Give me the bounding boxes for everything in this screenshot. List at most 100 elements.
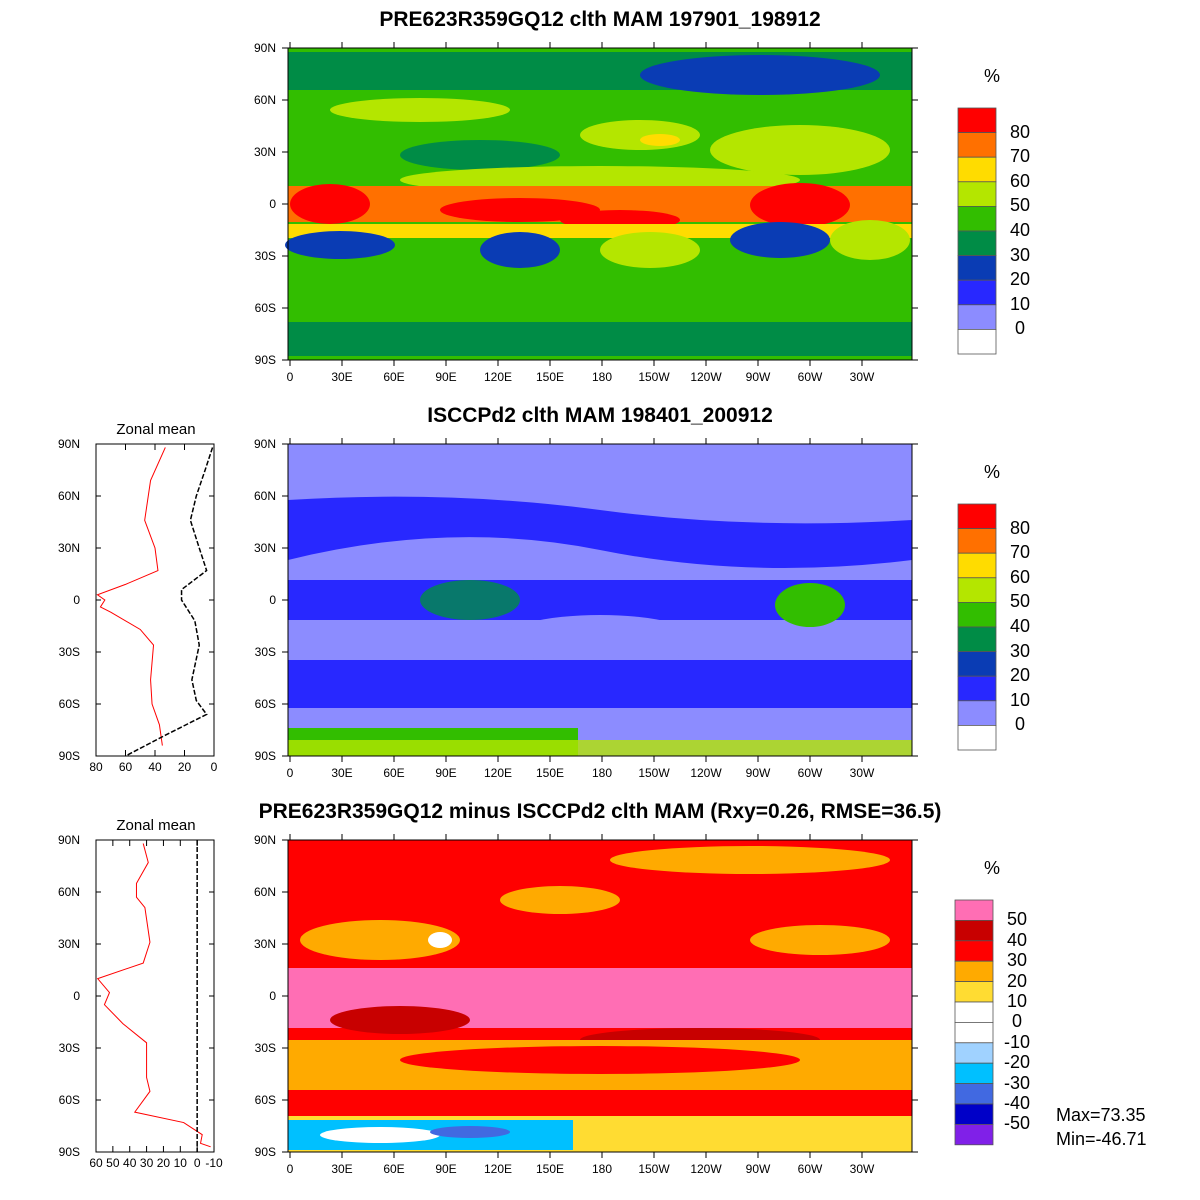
lon-label: 150W	[638, 370, 670, 384]
lon-label: 120W	[690, 766, 722, 780]
lat-label: 90N	[253, 833, 276, 847]
lon-label: 90E	[435, 370, 457, 384]
colorbar-swatch	[957, 132, 997, 158]
colorbar-label: 0	[1014, 318, 1025, 339]
lon-label: 30E	[331, 1162, 353, 1176]
lat-label: 90S	[58, 1145, 80, 1159]
lat-label: 30S	[254, 249, 276, 263]
lat-label: 30N	[253, 937, 276, 951]
lat-label: 0	[73, 989, 80, 1003]
lat-label: 60S	[254, 1093, 276, 1107]
lat-label: 0	[269, 989, 276, 1003]
colorbar-swatch	[954, 940, 994, 962]
lon-label: 180	[591, 1162, 613, 1176]
colorbar-label: 50	[1009, 195, 1031, 216]
colorbar-swatch	[957, 156, 997, 183]
colorbar-label: 10	[1009, 293, 1031, 314]
map-panel-3	[287, 839, 913, 1153]
zonal-mean-red-line	[96, 447, 166, 746]
lon-label: 150W	[638, 766, 670, 780]
lat-label: 90N	[57, 437, 80, 451]
units-label-1: %	[984, 66, 1001, 86]
panel-1-title: PRE623R359GQ12 clth MAM 197901_198912	[379, 8, 821, 31]
value-label: -10	[205, 1156, 223, 1170]
colorbar-label: 0	[1011, 1011, 1022, 1032]
colorbar-swatch	[954, 899, 994, 921]
lon-label: 60E	[383, 370, 405, 384]
max-value: Max=73.35	[1056, 1105, 1146, 1125]
lon-label: 60E	[383, 1162, 405, 1176]
colorbar-swatch	[954, 1042, 994, 1064]
colorbar-label: 40	[1006, 929, 1028, 950]
value-label: 40	[148, 760, 162, 774]
colorbar-swatch	[957, 181, 997, 207]
map-panel-1	[285, 47, 913, 361]
colorbar-label: 40	[1009, 220, 1031, 240]
units-label-2: %	[984, 462, 1001, 482]
lon-label: 90W	[745, 370, 771, 384]
lon-label: 60W	[797, 370, 823, 384]
colorbar-swatch	[957, 725, 997, 751]
value-label: 80	[89, 760, 103, 774]
lon-label: 30W	[849, 370, 875, 384]
lat-label: 90S	[254, 1145, 276, 1159]
colorbar-swatch	[954, 1103, 994, 1125]
lat-label: 30S	[58, 645, 80, 659]
colorbar-swatch	[957, 304, 997, 330]
colorbar-label: -40	[1003, 1093, 1030, 1113]
colorbar-label: 40	[1009, 616, 1031, 636]
lat-label: 60N	[57, 885, 80, 899]
zonal-mean-frame	[95, 443, 215, 757]
lat-label: 30S	[254, 1041, 276, 1055]
lat-label: 60S	[254, 697, 276, 711]
colorbar-label: 30	[1009, 640, 1031, 661]
lon-label: 90W	[745, 1162, 771, 1176]
lon-label: 90E	[435, 766, 457, 780]
lat-label: 60N	[253, 489, 276, 503]
colorbar-label: 20	[1009, 269, 1031, 290]
value-label: 40	[123, 1156, 137, 1170]
lat-label: 90N	[57, 833, 80, 847]
lat-label: 0	[269, 197, 276, 211]
colorbar-label: 20	[1006, 970, 1028, 991]
panel-2-title: ISCCPd2 clth MAM 198401_200912	[427, 404, 773, 427]
value-label: 0	[210, 760, 218, 774]
lat-label: 0	[269, 593, 276, 607]
colorbar-swatch	[954, 1083, 994, 1105]
colorbar-swatch	[954, 920, 994, 942]
lon-label: 180	[591, 370, 613, 384]
lon-label: 0	[286, 370, 294, 384]
colorbar-swatch	[957, 552, 997, 579]
colorbar-label: 70	[1009, 542, 1031, 563]
map-panel-2	[287, 443, 913, 757]
lat-label: 60N	[253, 93, 276, 107]
lat-label: 30N	[253, 145, 276, 159]
colorbar-swatch	[954, 960, 994, 983]
lat-label: 30S	[58, 1041, 80, 1055]
lat-label: 30S	[254, 645, 276, 659]
colorbar-swatch	[957, 675, 997, 702]
colorbar-label: 60	[1009, 566, 1031, 587]
lon-label: 0	[286, 766, 294, 780]
colorbar-swatch	[957, 651, 997, 677]
colorbar-label: 70	[1009, 146, 1031, 167]
lat-label: 90N	[253, 437, 276, 451]
lon-label: 150W	[638, 1162, 670, 1176]
colorbar-label: 30	[1009, 244, 1031, 265]
colorbar-swatch	[957, 700, 997, 726]
lon-label: 30E	[331, 766, 353, 780]
lon-label: 30E	[331, 370, 353, 384]
colorbar-label: 50	[1006, 909, 1028, 930]
colorbar-label: 0	[1014, 714, 1025, 735]
lat-label: 30N	[253, 541, 276, 555]
colorbar-swatch	[957, 577, 997, 603]
colorbar-swatch	[957, 602, 997, 628]
zonal-mean-title-2: Zonal mean	[116, 421, 196, 438]
lat-label: 0	[73, 593, 80, 607]
colorbar-swatch	[954, 981, 994, 1003]
units-label-3: %	[984, 858, 1001, 878]
lon-label: 90E	[435, 1162, 457, 1176]
colorbar-label: 60	[1009, 170, 1031, 191]
